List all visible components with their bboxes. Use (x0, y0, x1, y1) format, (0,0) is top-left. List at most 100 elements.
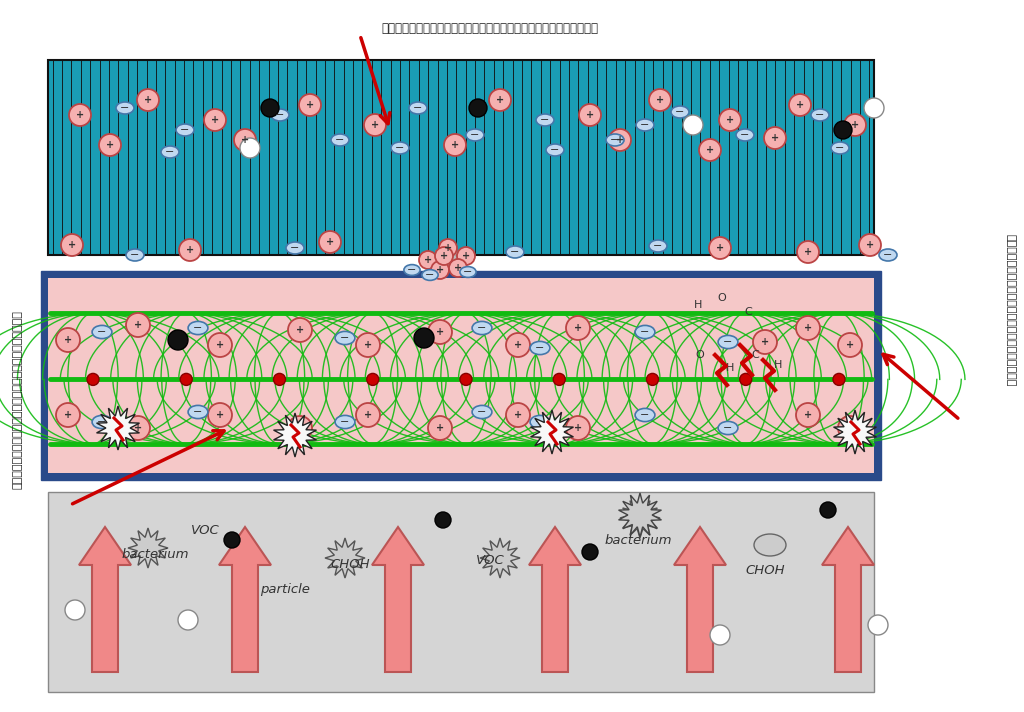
Text: CHOH: CHOH (330, 558, 370, 572)
Text: −: − (477, 407, 486, 417)
Text: H: H (694, 300, 702, 310)
Ellipse shape (161, 146, 179, 158)
Bar (48, 60, 874, 255)
Text: +: + (105, 140, 114, 150)
Text: +: + (586, 110, 594, 120)
Text: −: − (120, 103, 130, 113)
Circle shape (288, 318, 312, 342)
Text: +: + (573, 323, 582, 333)
Circle shape (566, 416, 590, 440)
Circle shape (444, 134, 466, 156)
Ellipse shape (466, 129, 484, 141)
Text: +: + (134, 320, 142, 330)
Circle shape (838, 416, 862, 440)
Ellipse shape (188, 405, 208, 419)
Text: −: − (610, 135, 620, 145)
Ellipse shape (754, 534, 786, 556)
Ellipse shape (271, 109, 289, 121)
Circle shape (234, 129, 256, 151)
Circle shape (469, 99, 487, 117)
Polygon shape (530, 410, 573, 454)
Polygon shape (433, 243, 463, 273)
Text: +: + (451, 140, 459, 150)
Text: −: − (675, 107, 685, 117)
Text: +: + (616, 135, 624, 145)
Text: +: + (656, 95, 664, 105)
Circle shape (240, 138, 260, 158)
Circle shape (833, 373, 845, 385)
Circle shape (859, 234, 881, 256)
Circle shape (431, 261, 449, 279)
Circle shape (87, 373, 99, 385)
Text: +: + (804, 323, 812, 333)
Text: +: + (726, 115, 734, 125)
Ellipse shape (546, 144, 564, 156)
Polygon shape (620, 498, 660, 538)
Circle shape (566, 316, 590, 340)
Text: +: + (436, 327, 444, 337)
Text: +: + (846, 423, 854, 433)
Text: +: + (440, 251, 449, 261)
Text: −: − (536, 343, 545, 353)
Circle shape (69, 104, 91, 126)
Text: +: + (796, 100, 804, 110)
Circle shape (753, 330, 777, 354)
Text: −: − (414, 103, 423, 113)
Circle shape (273, 373, 286, 385)
Circle shape (126, 416, 150, 440)
Circle shape (261, 99, 279, 117)
Ellipse shape (331, 134, 349, 146)
Circle shape (506, 403, 530, 427)
Ellipse shape (176, 124, 194, 136)
Circle shape (834, 121, 852, 139)
Text: +: + (716, 243, 724, 253)
Circle shape (439, 239, 457, 257)
Text: +: + (134, 423, 142, 433)
Text: +: + (573, 423, 582, 433)
Circle shape (820, 502, 836, 518)
Text: +: + (306, 100, 314, 110)
Circle shape (224, 532, 240, 548)
Text: +: + (514, 340, 522, 350)
Text: bacterium: bacterium (604, 533, 672, 547)
Text: VOC: VOC (475, 553, 505, 567)
Circle shape (868, 615, 888, 635)
Text: +: + (241, 135, 249, 145)
Circle shape (364, 114, 386, 136)
Text: +: + (761, 337, 769, 347)
Text: −: − (194, 407, 203, 417)
Text: O: O (718, 293, 726, 303)
Circle shape (428, 416, 452, 440)
Text: −: − (653, 241, 663, 251)
Text: −: − (97, 327, 106, 337)
Text: +: + (496, 95, 504, 105)
Text: +: + (63, 410, 72, 420)
Circle shape (646, 373, 658, 385)
Text: −: − (740, 130, 750, 140)
Circle shape (699, 139, 721, 161)
Text: +: + (706, 145, 714, 155)
Circle shape (609, 129, 631, 151)
Text: −: − (395, 143, 404, 153)
Circle shape (56, 328, 80, 352)
Ellipse shape (335, 331, 355, 345)
Polygon shape (618, 493, 662, 537)
Ellipse shape (606, 134, 624, 146)
Circle shape (710, 625, 730, 645)
Circle shape (56, 403, 80, 427)
Ellipse shape (530, 341, 550, 355)
Text: −: − (340, 417, 349, 427)
Circle shape (460, 373, 472, 385)
Circle shape (435, 247, 453, 265)
Text: +: + (296, 423, 304, 433)
Text: −: − (640, 410, 649, 420)
Text: −: − (550, 145, 560, 155)
Ellipse shape (530, 415, 550, 429)
Circle shape (796, 316, 820, 340)
Text: C: C (752, 350, 759, 360)
Ellipse shape (506, 246, 524, 258)
Ellipse shape (422, 270, 438, 281)
Text: +: + (866, 240, 874, 250)
Circle shape (797, 241, 819, 263)
Ellipse shape (92, 325, 112, 339)
